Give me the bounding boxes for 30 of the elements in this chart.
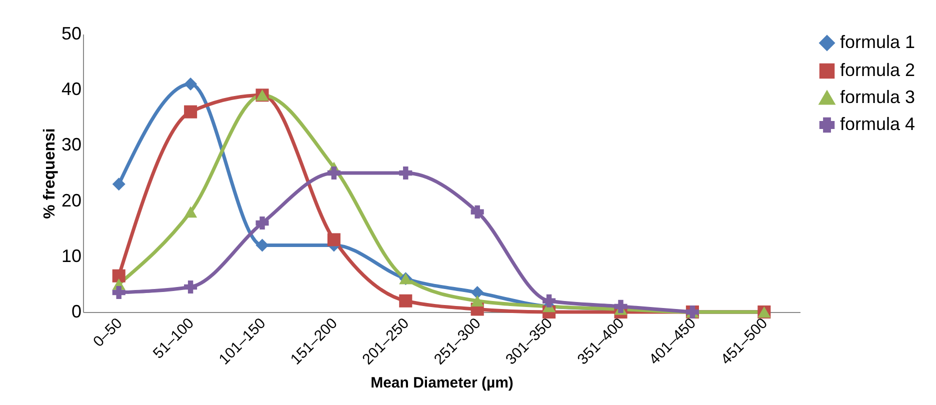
point [112, 286, 126, 300]
legend-label: formula 4 [840, 114, 916, 134]
point [184, 105, 198, 118]
y-tick-label: 0 [71, 302, 82, 322]
point [327, 166, 340, 180]
point [112, 269, 126, 282]
point [614, 300, 628, 313]
x-axis-title: Mean Diameter (µm) [370, 374, 514, 392]
y-tick-label: 20 [61, 190, 82, 210]
point [470, 286, 484, 300]
legend-label: formula 1 [840, 32, 916, 52]
point [256, 238, 269, 252]
point [184, 78, 198, 91]
legend-label: formula 2 [840, 60, 916, 80]
point [470, 295, 484, 307]
point [112, 178, 126, 191]
point [399, 294, 412, 308]
y-tick-label: 40 [61, 79, 82, 100]
y-tick-label: 50 [61, 24, 82, 44]
point [327, 233, 340, 246]
point [184, 206, 198, 218]
y-axis-title: % frequensi [41, 128, 58, 219]
point [399, 166, 412, 180]
point [470, 205, 484, 218]
point [542, 294, 556, 308]
point [184, 280, 198, 294]
legend-label: formula 3 [840, 87, 916, 107]
y-tick-label: 10 [61, 246, 82, 266]
y-tick-label: 30 [61, 134, 82, 155]
point [256, 216, 269, 230]
